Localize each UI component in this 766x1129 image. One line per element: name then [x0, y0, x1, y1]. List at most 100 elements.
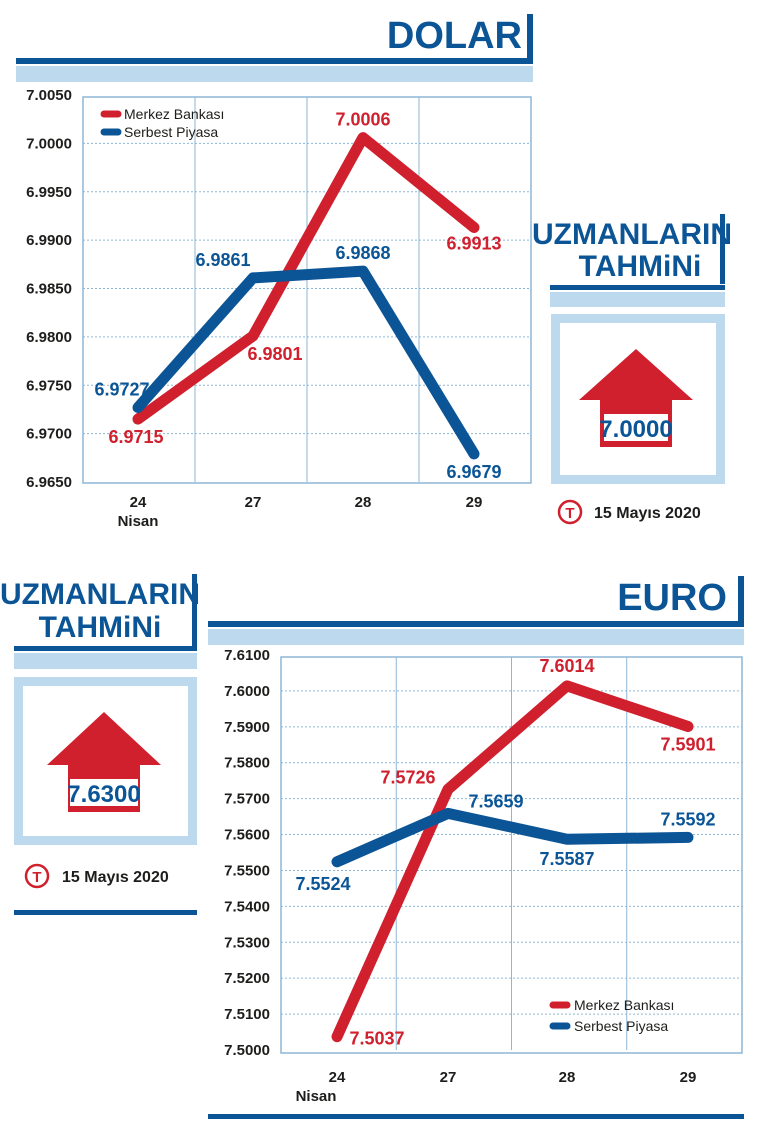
forecast2-value-box	[70, 779, 138, 806]
y-tick-label: 7.0050	[26, 87, 72, 104]
dolar-header-rule	[16, 58, 533, 64]
euro-y-axis: 7.6100 7.6000 7.5900 7.5800 7.5700 7.5600 7.55…	[224, 647, 270, 1059]
y-tick-label: 7.5600	[224, 827, 270, 844]
y-tick-label: 6.9800	[26, 329, 72, 346]
y-tick-label: 7.6100	[224, 647, 270, 664]
data-label: 7.6014	[539, 656, 594, 676]
forecast2-heading-line2: TAHMiNi	[39, 611, 162, 644]
y-tick-label: 6.9950	[26, 184, 72, 201]
data-label: 7.0006	[335, 110, 390, 130]
euro-title: EURO	[617, 577, 727, 619]
data-label: 6.9727	[94, 380, 149, 400]
euro-forecast-panel: UZMANLARIN TAHMiNi 7.6300 T 15 Mayıs 202…	[0, 574, 200, 915]
y-tick-label: 7.5100	[224, 1006, 270, 1023]
forecast1-value-box	[604, 414, 668, 441]
x-tick-label: 28	[355, 494, 372, 511]
forecast1-heading-tab	[720, 214, 725, 284]
euro-x-sublabel: Nisan	[296, 1088, 337, 1105]
y-tick-label: 6.9900	[26, 232, 72, 249]
y-tick-label: 7.5900	[224, 719, 270, 736]
y-tick-label: 7.6000	[224, 683, 270, 700]
forecast1-band	[550, 292, 725, 307]
y-tick-label: 7.5200	[224, 970, 270, 987]
forecast1-heading-line2: TAHMiNi	[579, 250, 702, 283]
y-tick-label: 7.5300	[224, 934, 270, 951]
forecast2-date: 15 Mayıs 2020	[62, 869, 169, 886]
data-label: 7.5901	[660, 734, 715, 754]
y-tick-label: 6.9750	[26, 377, 72, 394]
data-label: 7.5726	[380, 767, 435, 787]
dolar-y-axis: 7.0050 7.0000 6.9950 6.9900 6.9850 6.9800 6.97…	[26, 87, 72, 491]
y-tick-label: 7.5500	[224, 862, 270, 879]
euro-chart: 7.6100 7.6000 7.5900 7.5800 7.5700 7.5600 7.55…	[208, 647, 744, 1119]
dolar-x-sublabel: Nisan	[118, 513, 159, 530]
data-label: 6.9861	[195, 250, 250, 270]
forecast2-bottom-rule	[14, 910, 197, 915]
forecast2-value: 7.6300	[67, 781, 140, 808]
data-label: 7.5659	[468, 791, 523, 811]
dolar-legend-merkez: Merkez Bankası	[124, 106, 224, 122]
y-tick-label: 7.5700	[224, 791, 270, 808]
forecast1-rule	[550, 285, 725, 290]
dolar-legend-serbest: Serbest Piyasa	[124, 124, 218, 140]
data-label: 7.5037	[349, 1029, 404, 1049]
euro-data-labels: 7.5037 7.5726 7.6014 7.5901 7.5524 7.5659 7.55…	[295, 656, 715, 1049]
data-label: 6.9913	[446, 234, 501, 254]
dolar-header-band	[16, 66, 533, 82]
data-label: 7.5587	[539, 849, 594, 869]
series-line-merkez	[132, 132, 480, 425]
dolar-legend: Merkez Bankası Serbest Piyasa	[100, 106, 224, 140]
euro-legend-serbest: Serbest Piyasa	[574, 1018, 668, 1034]
euro-header: EURO	[208, 576, 744, 645]
x-tick-label: 29	[680, 1069, 697, 1086]
forecast1-value: 7.0000	[599, 416, 672, 443]
forecast2-heading-line1: UZMANLARIN	[0, 578, 200, 611]
euro-legend-merkez: Merkez Bankası	[574, 997, 674, 1013]
forecast2-logo-letter: T	[32, 869, 41, 886]
y-tick-label: 7.5000	[224, 1042, 270, 1059]
forecast1-date: 15 Mayıs 2020	[594, 505, 701, 522]
series-line-serbest	[331, 807, 694, 868]
euro-header-tab	[738, 576, 744, 621]
dolar-title: DOLAR	[387, 15, 522, 57]
euro-header-band	[208, 629, 744, 645]
series-line-serbest	[132, 265, 480, 460]
data-label: 7.5592	[660, 809, 715, 829]
x-tick-label: 28	[559, 1069, 576, 1086]
dolar-forecast-panel: UZMANLARIN TAHMiNi 7.0000 T 15 Mayıs 202…	[532, 214, 732, 525]
x-tick-label: 27	[245, 494, 262, 511]
euro-legend: Merkez Bankası Serbest Piyasa	[549, 997, 674, 1034]
data-label: 6.9679	[446, 462, 501, 482]
forecast1-heading-line1: UZMANLARIN	[532, 218, 732, 251]
forecast2-rule	[14, 646, 197, 651]
dolar-series	[132, 132, 480, 460]
dolar-header-tab	[527, 14, 533, 58]
data-label: 6.9801	[247, 344, 302, 364]
y-tick-label: 6.9700	[26, 426, 72, 443]
forecast2-band	[14, 653, 197, 669]
euro-header-rule	[208, 621, 744, 627]
data-label: 6.9868	[335, 243, 390, 263]
x-tick-label: 27	[440, 1069, 457, 1086]
forecast1-logo-icon	[557, 499, 583, 525]
y-tick-label: 7.5800	[224, 755, 270, 772]
y-tick-label: 7.5400	[224, 898, 270, 915]
x-tick-label: 24	[329, 1069, 346, 1086]
data-label: 6.9715	[108, 427, 163, 447]
x-tick-label: 29	[466, 494, 483, 511]
dolar-data-labels: 6.9715 6.9801 7.0006 6.9913 6.9727 6.9861 6.98…	[94, 110, 501, 482]
euro-x-axis: 24 27 28 29	[329, 1069, 697, 1086]
euro-bottom-rule	[208, 1114, 744, 1119]
series-line-merkez	[331, 680, 694, 1043]
dolar-x-axis: 24 27 28 29	[130, 494, 483, 511]
forecast2-heading-tab	[192, 574, 197, 646]
forecast1-logo-letter: T	[565, 505, 574, 522]
y-tick-label: 7.0000	[26, 135, 72, 152]
dolar-header: DOLAR	[16, 14, 533, 82]
y-tick-label: 6.9850	[26, 281, 72, 298]
dolar-chart: 7.0050 7.0000 6.9950 6.9900 6.9850 6.9800 6.97…	[26, 87, 532, 530]
x-tick-label: 24	[130, 494, 147, 511]
euro-grid	[281, 657, 742, 1050]
forecast2-logo-icon	[24, 863, 50, 889]
